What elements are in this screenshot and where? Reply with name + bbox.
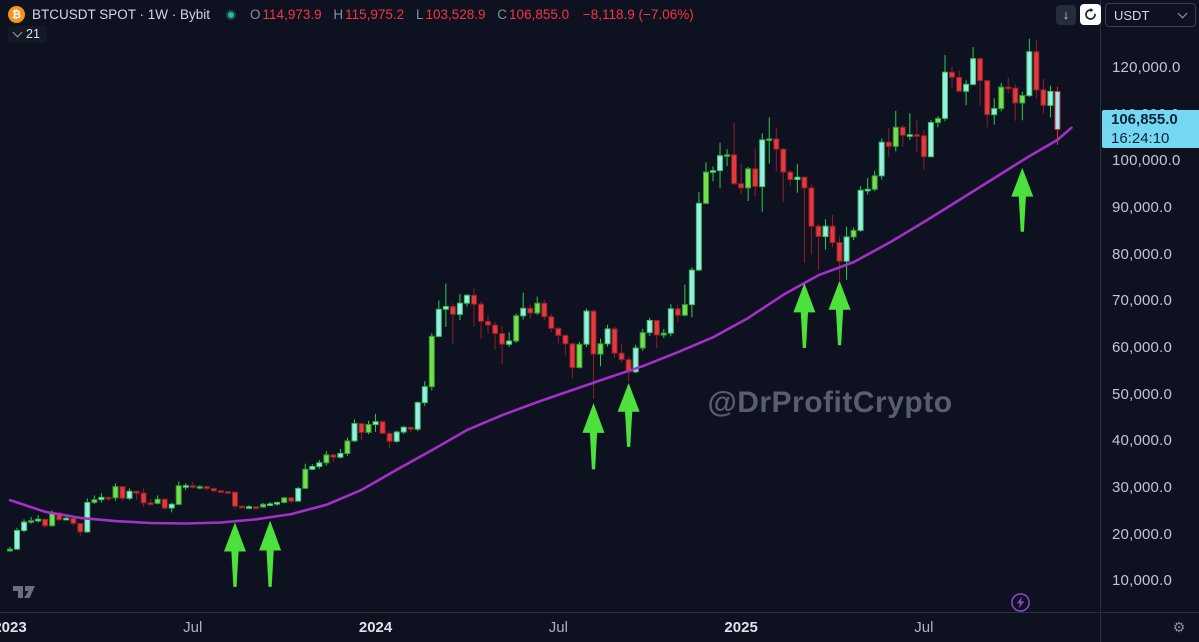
buy-arrow[interactable] xyxy=(223,522,246,587)
watermark: @DrProfitCrypto xyxy=(707,386,953,419)
price-axis-label: 80,000.0 xyxy=(1112,245,1172,263)
time-axis-label: Jul xyxy=(183,619,203,636)
price-axis-label: 20,000.0 xyxy=(1112,525,1172,543)
price-axis-label: 70,000.0 xyxy=(1112,292,1172,310)
download-arrow-button[interactable]: ↓ xyxy=(1056,5,1076,25)
low-value: 103,528.9 xyxy=(425,7,486,22)
candles-series[interactable] xyxy=(7,38,1061,552)
close-value: 106,855.0 xyxy=(509,7,570,22)
buy-arrow[interactable] xyxy=(617,382,640,447)
buy-arrow[interactable] xyxy=(828,280,851,346)
time-axis-label: Jul xyxy=(914,619,934,636)
countdown-timer: 16:24:10 xyxy=(1111,130,1170,147)
currency-value: USDT xyxy=(1114,7,1150,23)
price-axis-label: 30,000.0 xyxy=(1112,478,1172,496)
refresh-button[interactable] xyxy=(1080,4,1101,25)
buy-arrow[interactable] xyxy=(259,520,282,587)
price-axis-label: 10,000.0 xyxy=(1112,572,1172,590)
time-axis[interactable]: ⚙ 2023 Jul 2024 Jul 2025 Jul xyxy=(0,612,1199,642)
axis-separator xyxy=(1100,613,1101,642)
symbol-header: ₿ BTCUSDT SPOT · 1W · Bybit O 114,973.9 H… xyxy=(8,6,694,23)
time-axis-label: Jul xyxy=(548,619,568,636)
change-value: −8,118.9 (−7.06%) xyxy=(582,7,694,22)
bitcoin-icon: ₿ xyxy=(8,6,25,23)
ma-line[interactable] xyxy=(8,126,1073,525)
price-axis-label: 40,000.0 xyxy=(1112,432,1172,450)
last-price-value: 106,855.0 xyxy=(1111,111,1178,128)
price-axis-label: 90,000.0 xyxy=(1112,198,1172,216)
high-value: 115,975.2 xyxy=(345,7,405,22)
ma-length-value: 21 xyxy=(26,27,40,41)
chevron-down-icon xyxy=(12,27,23,38)
ma-indicator-legend[interactable]: 21 xyxy=(8,26,47,43)
time-axis-label: 2024 xyxy=(358,619,393,636)
buy-arrow[interactable] xyxy=(793,283,816,348)
buy-arrow[interactable] xyxy=(1011,167,1034,232)
price-pane[interactable]: @DrProfitCrypto ₿ BTCUSDT SPOT · 1W · By… xyxy=(0,0,1101,612)
time-axis-label: 2025 xyxy=(724,619,758,636)
gear-icon[interactable]: ⚙ xyxy=(1172,619,1186,635)
chevron-down-icon xyxy=(1177,8,1188,19)
buy-arrow[interactable] xyxy=(582,403,605,470)
price-axis-label: 60,000.0 xyxy=(1112,338,1172,356)
ohlc-readout: O 114,973.9 H 115,975.2 L 103,528.9 C 106,85… xyxy=(250,7,694,22)
close-label: C xyxy=(497,7,508,22)
open-value: 114,973.9 xyxy=(262,7,322,22)
price-axis-label: 120,000.0 xyxy=(1112,58,1181,76)
price-axis-label: 100,000.0 xyxy=(1112,152,1181,170)
last-price-badge: 106,855.0 16:24:10 xyxy=(1102,110,1199,148)
boost-lightning-icon[interactable] xyxy=(1010,592,1031,612)
open-label: O xyxy=(250,7,261,22)
candlestick-chart[interactable] xyxy=(0,0,1100,612)
buy-arrows-layer xyxy=(223,167,1034,587)
tradingview-logo-icon[interactable] xyxy=(13,584,39,604)
currency-dropdown[interactable]: USDT xyxy=(1105,3,1196,27)
high-label: H xyxy=(333,7,344,22)
time-axis-label: 2023 xyxy=(0,619,27,636)
price-axis[interactable]: 10,000.0 20,000.0 30,000.0 40,000.0 50,000.0… xyxy=(1101,0,1199,612)
price-axis-label: 50,000.0 xyxy=(1112,385,1172,403)
market-status-icon xyxy=(226,9,237,20)
low-label: L xyxy=(415,7,424,22)
symbol-title[interactable]: BTCUSDT SPOT · 1W · Bybit xyxy=(32,7,211,22)
circular-arrow-icon xyxy=(1085,8,1096,20)
